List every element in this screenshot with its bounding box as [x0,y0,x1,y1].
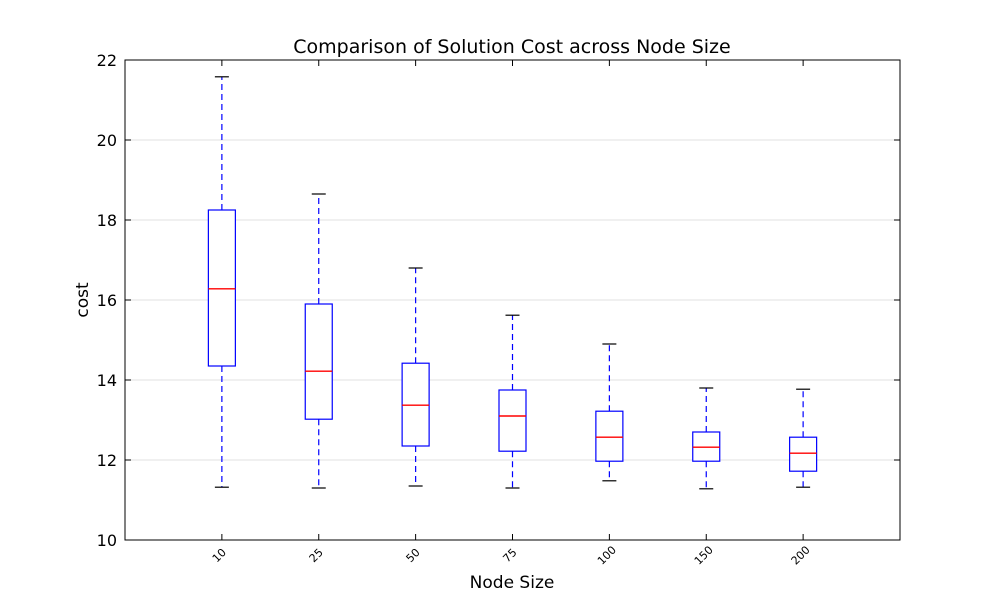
box-10 [207,76,236,488]
box-50 [401,267,430,487]
box-100 [595,343,624,482]
box-25 [304,193,333,489]
iqr-box [304,303,333,420]
chart-title: Comparison of Solution Cost across Node … [293,36,730,58]
y-tick-label: 20 [97,131,117,150]
box-series [207,76,818,490]
y-axis-label: cost [73,282,93,318]
y-tick-label: 18 [97,211,117,230]
y-tick-label: 10 [97,531,117,550]
box-75 [498,314,527,489]
box-150 [692,387,721,490]
y-tick-label: 14 [97,371,117,390]
y-tick-label: 12 [97,451,117,470]
iqr-box [207,209,236,367]
iqr-box [498,389,527,452]
iqr-box [595,410,624,462]
box-200 [789,388,818,488]
iqr-box [789,436,818,472]
y-tick-label: 22 [97,51,117,70]
x-axis-label: Node Size [470,573,555,593]
y-tick-label: 16 [97,291,117,310]
